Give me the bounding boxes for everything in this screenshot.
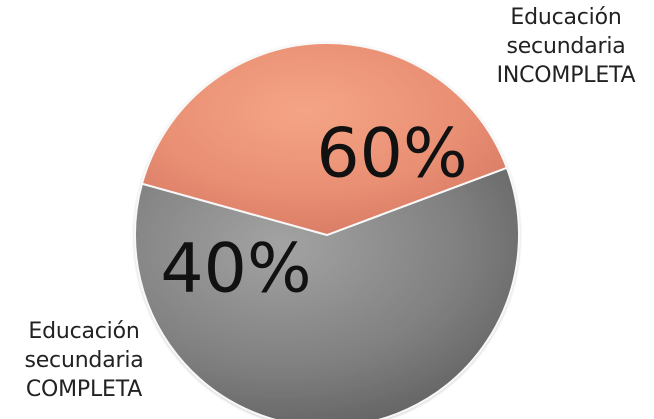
value-label-completa: 40% — [160, 230, 311, 309]
category-label-incompleta-line-2: secundaria — [506, 34, 626, 59]
category-label-completa-line-3: COMPLETA — [25, 377, 143, 402]
category-label-incompleta: Educación secundaria INCOMPLETA — [481, 3, 651, 90]
category-label-incompleta-line-1: Educación — [510, 5, 622, 30]
pie-value-labels: 60%40% — [160, 115, 467, 309]
category-label-completa: Educación secundaria COMPLETA — [4, 317, 164, 404]
category-label-completa-line-1: Educación — [28, 319, 140, 344]
pie-slice-completa — [140, 42, 509, 237]
pie-slice-incompleta — [134, 166, 520, 419]
pie-slices — [134, 42, 520, 419]
category-label-completa-line-2: secundaria — [24, 348, 144, 373]
category-label-incompleta-line-3: INCOMPLETA — [496, 63, 636, 88]
value-label-incompleta: 60% — [316, 115, 467, 194]
